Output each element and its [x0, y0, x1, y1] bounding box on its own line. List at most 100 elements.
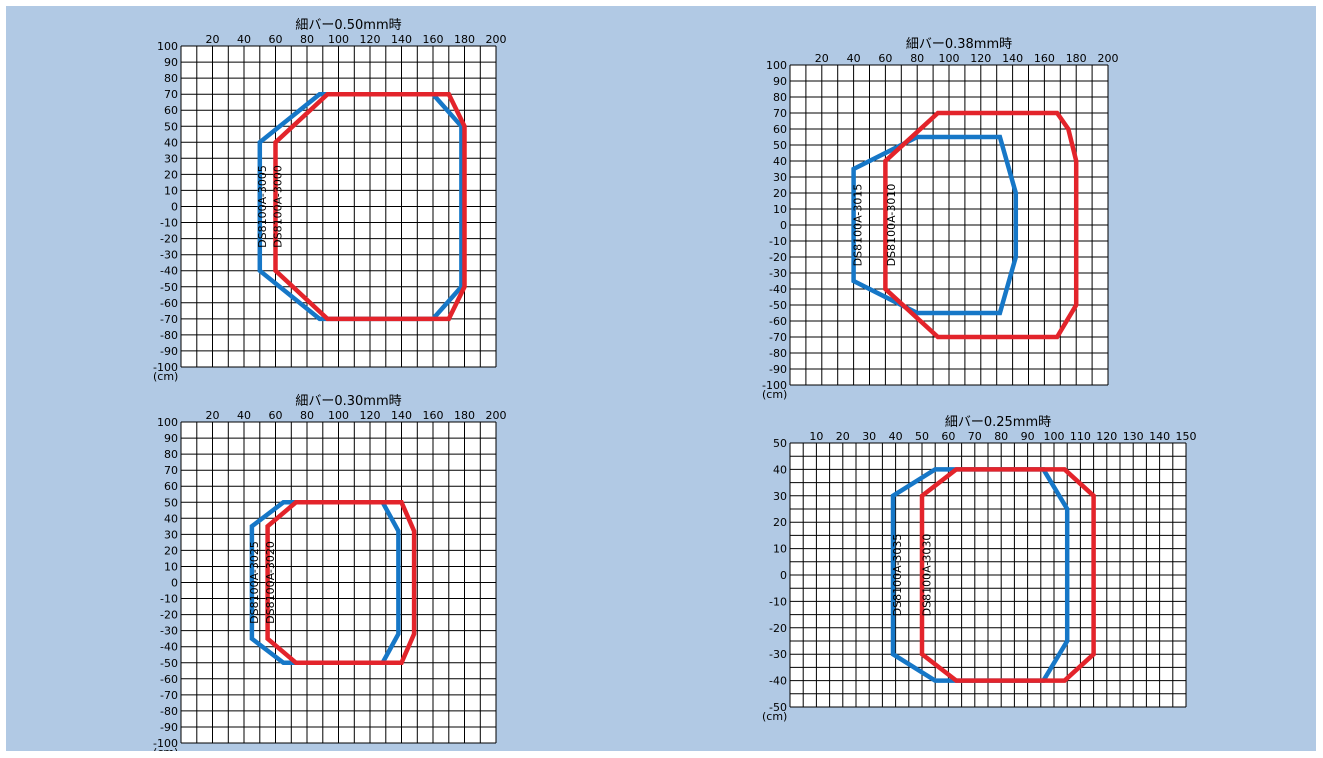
y-tick-label: 80: [164, 72, 178, 85]
y-tick-label: -60: [160, 297, 178, 310]
y-tick-label: -60: [160, 673, 178, 686]
x-tick-label: 20: [836, 430, 850, 443]
unit-label: (cm): [762, 388, 787, 401]
y-tick-label: -80: [160, 705, 178, 718]
y-tick-label: -90: [160, 345, 178, 358]
x-tick-label: 40: [889, 430, 903, 443]
y-tick-label: 50: [164, 496, 178, 509]
y-tick-label: 60: [773, 123, 787, 136]
y-tick-label: 10: [773, 543, 787, 556]
series-outline-DS8100A-3030: [919, 467, 1096, 683]
y-tick-label: -80: [160, 329, 178, 342]
x-tick-label: 160: [423, 33, 444, 46]
x-tick-label: 60: [269, 409, 283, 422]
x-tick-label: 80: [910, 52, 924, 65]
y-tick-label: 80: [164, 448, 178, 461]
x-tick-label: 160: [1034, 52, 1055, 65]
x-tick-label: 100: [1044, 430, 1065, 443]
series-label: DS8100A-3035: [891, 534, 904, 617]
series-outline-DS8100A-3010: [883, 110, 1079, 340]
grid-lines: [789, 442, 1187, 708]
y-tick-label: 20: [773, 516, 787, 529]
y-tick-label: 30: [164, 152, 178, 165]
y-tick-label: -20: [160, 609, 178, 622]
y-tick-label: 50: [773, 437, 787, 450]
x-tick-label: 60: [941, 430, 955, 443]
y-tick-label: 10: [164, 184, 178, 197]
x-tick-label: 100: [328, 409, 349, 422]
chart-title: 細バー0.38mm時: [906, 37, 1012, 52]
y-tick-label: 100: [766, 59, 787, 72]
x-tick-label: 80: [300, 33, 314, 46]
y-tick-label: -80: [769, 347, 787, 360]
x-tick-label: 60: [878, 52, 892, 65]
y-tick-label: 0: [171, 201, 178, 214]
y-tick-label: -70: [160, 313, 178, 326]
series-label: DS8100A-3005: [256, 165, 269, 248]
y-tick-label: -20: [769, 622, 787, 635]
charts-svg: DS8100A-3005 DS8100A-3000 細バー0.50mm時 20 40 60…: [153, 18, 1197, 758]
y-tick-label: -30: [160, 249, 178, 262]
y-tick-label: 50: [164, 120, 178, 133]
y-tick-label: -40: [769, 675, 787, 688]
y-tick-label: 100: [157, 416, 178, 429]
series-label: DS8100A-3000: [272, 165, 285, 248]
x-tick-label: 110: [1070, 430, 1091, 443]
x-tick-label: 180: [454, 33, 475, 46]
y-tick-label: -20: [769, 251, 787, 264]
y-tick-label: -40: [160, 265, 178, 278]
x-tick-label: 130: [1123, 430, 1144, 443]
x-tick-label: 120: [1096, 430, 1117, 443]
x-tick-label: 70: [968, 430, 982, 443]
y-tick-label: -30: [160, 625, 178, 638]
chart-title: 細バー0.30mm時: [295, 394, 401, 409]
y-tick-label: -10: [160, 593, 178, 606]
x-tick-label: 200: [1098, 52, 1119, 65]
x-tick-label: 40: [237, 33, 251, 46]
y-tick-label: -30: [769, 267, 787, 280]
x-tick-label: 140: [391, 33, 412, 46]
x-tick-label: 50: [915, 430, 929, 443]
y-tick-label: 40: [164, 512, 178, 525]
y-tick-label: -70: [769, 331, 787, 344]
grid-lines: [180, 421, 497, 744]
x-tick-label: 40: [237, 409, 251, 422]
x-tick-label: 180: [1066, 52, 1087, 65]
y-tick-label: 20: [773, 187, 787, 200]
y-tick-label: -20: [160, 233, 178, 246]
x-tick-label: 180: [454, 409, 475, 422]
x-tick-label: 100: [939, 52, 960, 65]
x-tick-label: 150: [1176, 430, 1197, 443]
series-outline-DS8100A-3020: [265, 500, 417, 666]
y-tick-label: 30: [773, 171, 787, 184]
y-tick-label: -50: [769, 299, 787, 312]
x-tick-label: 20: [206, 409, 220, 422]
unit-label: (cm): [153, 370, 178, 383]
y-tick-label: 30: [773, 490, 787, 503]
series-label: DS8100A-3025: [248, 541, 261, 624]
chart-3: DS8100A-3025 DS8100A-3020 細バー0.30mm時 20 40 60…: [153, 394, 507, 758]
x-tick-label: 160: [423, 409, 444, 422]
x-tick-label: 120: [970, 52, 991, 65]
y-tick-label: 70: [773, 107, 787, 120]
y-tick-label: 0: [780, 569, 787, 582]
y-tick-label: 0: [780, 219, 787, 232]
y-tick-label: -90: [160, 721, 178, 734]
y-tick-label: -100: [153, 737, 178, 750]
x-tick-label: 40: [847, 52, 861, 65]
y-tick-label: 80: [773, 91, 787, 104]
y-tick-label: 0: [171, 577, 178, 590]
x-tick-label: 80: [300, 409, 314, 422]
y-tick-label: 40: [773, 463, 787, 476]
y-tick-label: -10: [769, 595, 787, 608]
y-tick-label: 40: [164, 136, 178, 149]
chart-1: DS8100A-3005 DS8100A-3000 細バー0.50mm時 20 40 60…: [153, 18, 507, 383]
y-tick-label: -50: [769, 701, 787, 714]
y-tick-label: 60: [164, 104, 178, 117]
x-tick-label: 20: [206, 33, 220, 46]
y-tick-label: -10: [769, 235, 787, 248]
x-tick-label: 200: [486, 409, 507, 422]
y-tick-label: -70: [160, 689, 178, 702]
x-tick-label: 100: [328, 33, 349, 46]
x-tick-label: 30: [862, 430, 876, 443]
